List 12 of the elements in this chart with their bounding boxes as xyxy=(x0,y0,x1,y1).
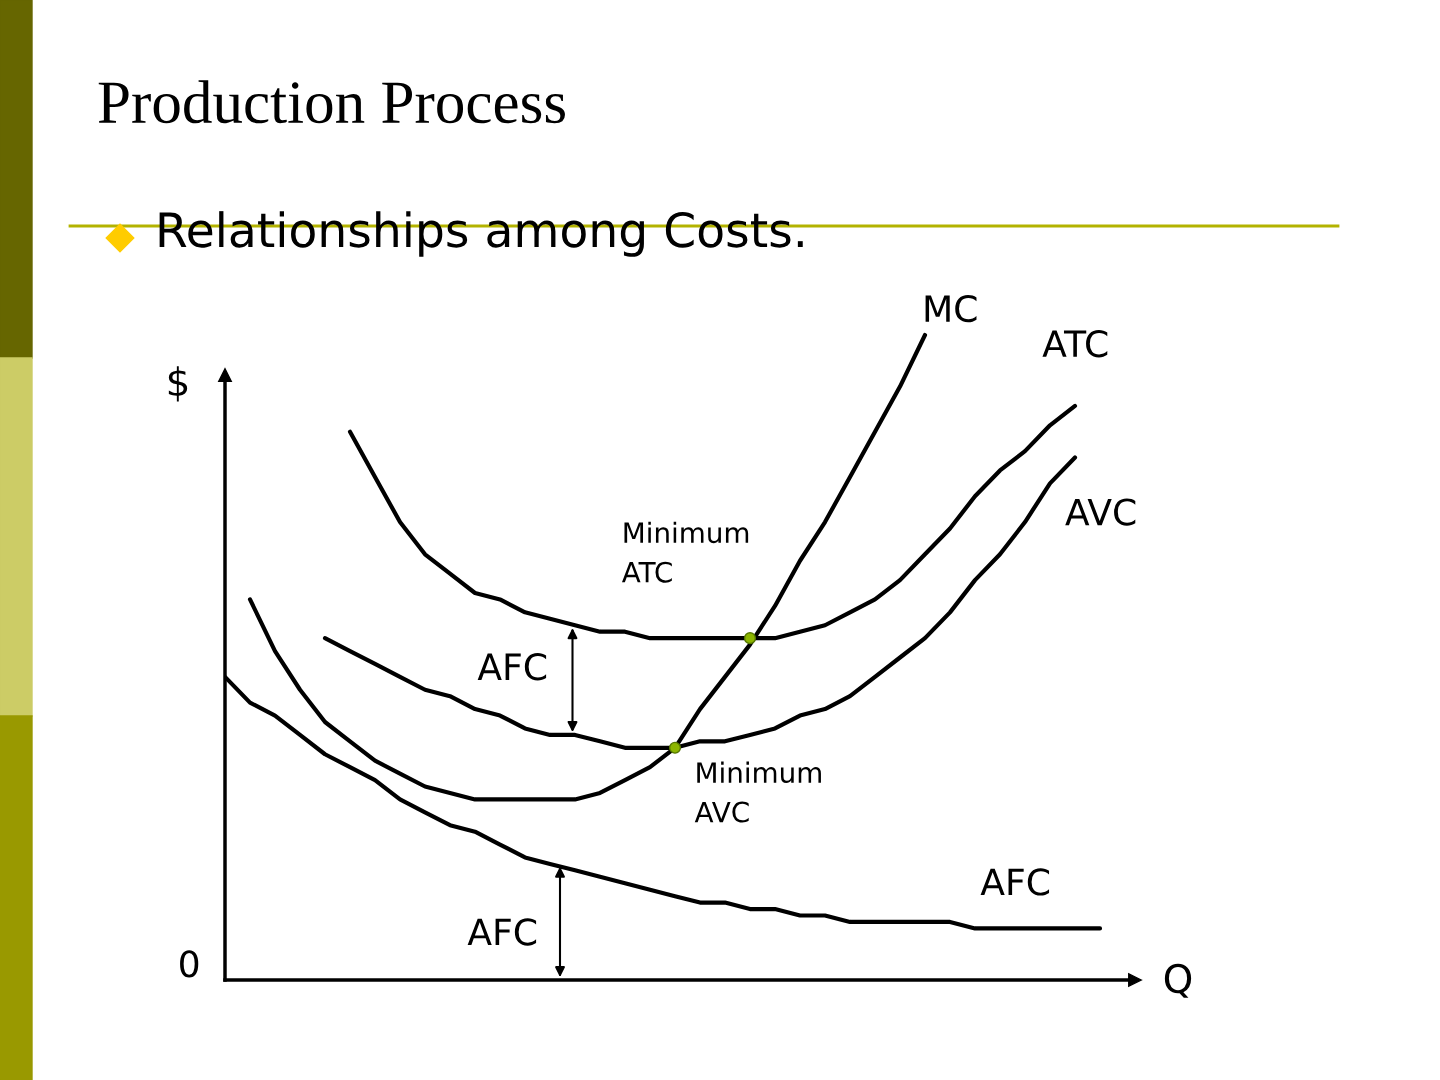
x-axis-title: Q xyxy=(1164,963,1192,998)
annotation: AFC xyxy=(467,918,537,946)
text: 0 xyxy=(180,950,199,978)
series-label: MC xyxy=(925,294,977,323)
series-label: AVC xyxy=(1065,498,1136,526)
y-axis-title: $ xyxy=(168,366,188,402)
annotation: Minimum ATC xyxy=(621,521,749,583)
series-label: ATC xyxy=(1042,330,1108,358)
series-label: AFC xyxy=(980,868,1050,896)
chart-title: Production Process xyxy=(98,80,565,124)
annotation: AFC xyxy=(477,653,547,681)
annotation: Minimum AVC xyxy=(694,761,821,823)
